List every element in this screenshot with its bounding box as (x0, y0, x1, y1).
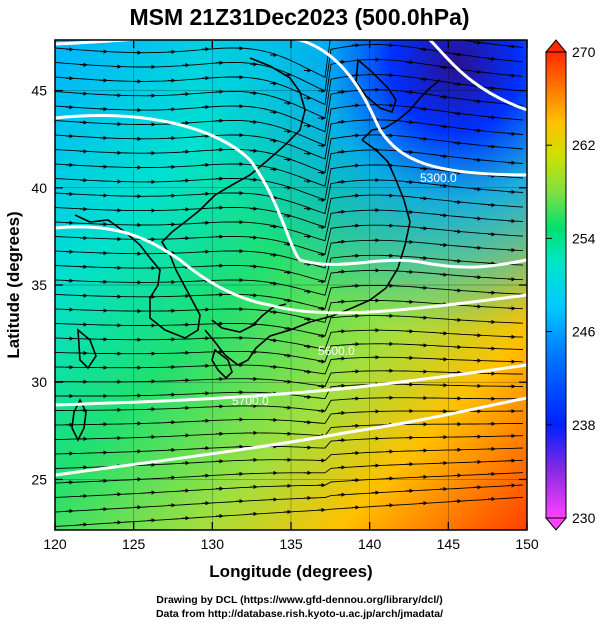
contour-5200 (428, 40, 527, 112)
x-tick-label: 145 (437, 536, 461, 552)
y-tick-label: 35 (31, 277, 47, 293)
y-tick-label: 45 (31, 83, 47, 99)
streamlines (55, 40, 527, 530)
map-title: MSM 21Z31Dec2023 (500.0hPa) (129, 4, 470, 30)
coastlines (71, 57, 441, 442)
contour-5600 (55, 225, 527, 315)
contour-label-5600: 5600.0 (318, 344, 355, 358)
colorbar-bottom-triangle (544, 517, 568, 531)
footer-credit-drawing: Drawing by DCL (https://www.gfd-dennou.o… (156, 594, 443, 606)
colorbar-tick-label: 270 (572, 44, 596, 60)
colorbar-tick-label: 238 (572, 417, 596, 433)
x-tick-label: 125 (122, 536, 146, 552)
colorbar: 230 238 246 254 262 270 (544, 39, 596, 531)
x-tick-label: 140 (358, 536, 382, 552)
footer-credit-data: Data from http://database.rish.kyoto-u.a… (155, 608, 444, 620)
y-tick-label: 40 (31, 180, 47, 196)
contour-5700 (55, 363, 527, 407)
colorbar-tick-label: 262 (572, 137, 596, 153)
x-tick-label: 135 (279, 536, 303, 552)
colorbar-tick-label: 246 (572, 324, 596, 340)
x-tick-label: 150 (515, 536, 539, 552)
x-axis-label: Longitude (degrees) (209, 562, 372, 581)
contour-5800 (55, 396, 527, 477)
contour-5500 (55, 114, 527, 269)
y-axis-label: Latitude (degrees) (4, 211, 23, 358)
colorbar-ramp (545, 51, 567, 519)
streamline (55, 40, 524, 78)
x-tick-label: 130 (201, 536, 225, 552)
colorbar-top-triangle (544, 39, 568, 53)
x-axis: 120 125 130 135 140 145 150 (43, 40, 539, 552)
height-contours (55, 40, 527, 477)
contour-label-5300: 5300.0 (420, 171, 457, 185)
y-tick-label: 25 (31, 471, 47, 487)
colorbar-tick-label: 254 (572, 230, 596, 246)
x-tick-label: 120 (43, 536, 67, 552)
contour-label-5700: 5700.0 (232, 394, 269, 408)
contour-5300 (55, 40, 527, 177)
y-axis: 25 30 35 40 45 (31, 83, 527, 487)
colorbar-tick-label: 230 (572, 510, 596, 526)
y-tick-label: 30 (31, 374, 47, 390)
